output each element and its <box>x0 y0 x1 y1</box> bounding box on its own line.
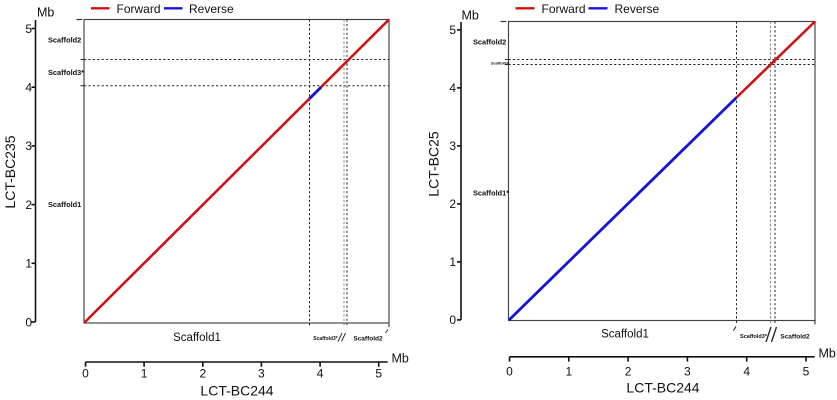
svg-text:4: 4 <box>25 81 32 95</box>
svg-text:Scaffold3*: Scaffold3* <box>740 334 768 340</box>
svg-text:Mb: Mb <box>392 352 409 366</box>
svg-text:1: 1 <box>141 367 148 381</box>
svg-text:2: 2 <box>625 365 632 379</box>
svg-text:Scaffold3*: Scaffold3* <box>313 336 338 342</box>
svg-text:Reverse: Reverse <box>189 2 234 16</box>
svg-text:1: 1 <box>565 365 572 379</box>
svg-text:3: 3 <box>684 365 691 379</box>
svg-text:Scaffold3*: Scaffold3* <box>491 61 510 65</box>
svg-text:5: 5 <box>25 22 32 36</box>
svg-text:2: 2 <box>199 367 206 381</box>
svg-text:1: 1 <box>25 257 32 271</box>
svg-text:5: 5 <box>803 365 810 379</box>
svg-text:3: 3 <box>258 367 265 381</box>
svg-text:2: 2 <box>449 197 456 211</box>
svg-text:0: 0 <box>82 367 89 381</box>
svg-text:2: 2 <box>25 198 32 212</box>
svg-text:Mb: Mb <box>37 6 54 20</box>
svg-text:Scaffold1: Scaffold1 <box>601 329 649 341</box>
svg-text:Scaffold2: Scaffold2 <box>473 38 506 47</box>
svg-text:LCT-BC244: LCT-BC244 <box>200 383 273 399</box>
svg-text:Forward: Forward <box>542 2 586 16</box>
svg-text:LCT-BC244: LCT-BC244 <box>626 380 699 396</box>
svg-text:4: 4 <box>743 365 750 379</box>
svg-text:3: 3 <box>25 139 32 153</box>
svg-text:Scaffold1: Scaffold1 <box>48 200 81 209</box>
svg-text:Scaffold3*: Scaffold3* <box>48 68 84 77</box>
svg-text:0: 0 <box>449 313 456 327</box>
svg-text:5: 5 <box>449 23 456 37</box>
svg-text:Mb: Mb <box>819 347 836 361</box>
svg-text:Mb: Mb <box>462 9 479 23</box>
svg-text:0: 0 <box>506 365 513 379</box>
svg-text:0: 0 <box>25 315 32 329</box>
svg-text:4: 4 <box>317 367 324 381</box>
svg-text:4: 4 <box>449 81 456 95</box>
svg-text:3: 3 <box>449 139 456 153</box>
svg-text:Scaffold1*: Scaffold1* <box>473 189 509 198</box>
svg-text:Scaffold2: Scaffold2 <box>353 336 383 343</box>
svg-text:Scaffold2: Scaffold2 <box>780 334 810 341</box>
svg-text:5: 5 <box>375 367 382 381</box>
svg-text:Scaffold1: Scaffold1 <box>173 332 221 344</box>
svg-text:Forward: Forward <box>117 2 161 16</box>
svg-text:LCT-BC235: LCT-BC235 <box>2 135 18 208</box>
svg-text:1: 1 <box>449 255 456 269</box>
svg-text:Reverse: Reverse <box>615 2 660 16</box>
svg-text:LCT-BC25: LCT-BC25 <box>426 131 442 197</box>
svg-text:Scaffold2: Scaffold2 <box>48 36 81 45</box>
